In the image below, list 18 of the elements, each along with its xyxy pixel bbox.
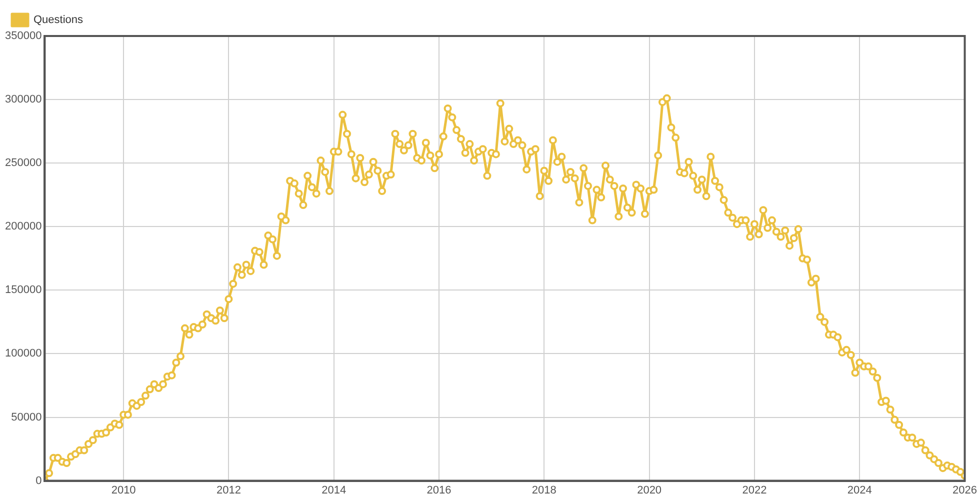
y-tick-label: 250000	[4, 157, 42, 170]
y-tick-label: 150000	[4, 284, 42, 296]
y-tick-label: 350000	[4, 30, 42, 42]
x-tick-label: 2016	[426, 484, 452, 496]
y-tick-label: 100000	[4, 348, 42, 360]
legend-label: Questions	[34, 14, 84, 26]
x-tick-label: 2026	[952, 484, 978, 496]
y-tick-label: 50000	[11, 411, 42, 424]
x-tick-label: 2018	[532, 484, 556, 496]
y-tick-label: 0	[36, 474, 42, 487]
x-tick-label: 2014	[322, 484, 346, 496]
x-tick-label: 2020	[637, 484, 662, 496]
y-tick-label: 300000	[4, 94, 42, 106]
x-tick-label: 2024	[847, 484, 872, 496]
x-tick-label: 2012	[216, 484, 241, 496]
x-tick-label: 2022	[742, 484, 767, 496]
x-tick-label: 2010	[111, 484, 136, 496]
y-tick-label: 200000	[4, 220, 42, 233]
